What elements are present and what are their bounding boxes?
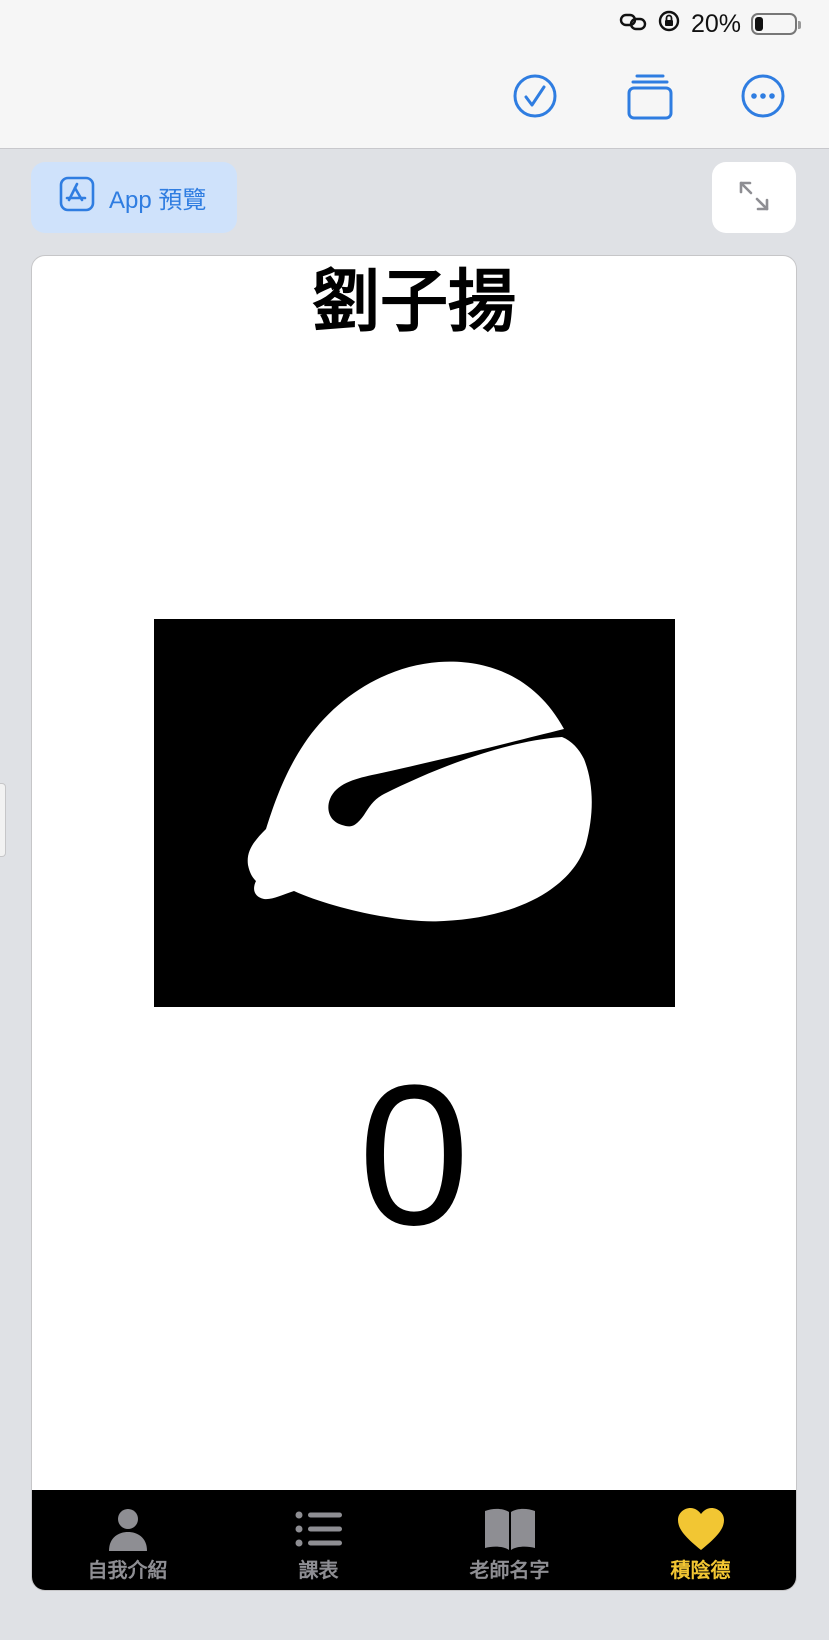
tab-schedule[interactable]: 課表	[223, 1490, 414, 1590]
tab-self-intro[interactable]: 自我介紹	[32, 1490, 223, 1590]
person-icon	[107, 1506, 149, 1552]
rotation-lock-icon	[657, 9, 681, 40]
checkmark-circle-icon	[513, 74, 557, 122]
app-store-icon	[59, 176, 95, 219]
tab-teacher-names[interactable]: 老師名字	[414, 1490, 605, 1590]
side-panel-handle[interactable]	[0, 783, 6, 857]
done-button[interactable]	[513, 74, 557, 122]
status-bar: 20%	[0, 0, 829, 48]
tab-merit[interactable]: 積陰德	[605, 1490, 796, 1590]
battery-icon	[751, 13, 801, 35]
stacked-pages-icon	[627, 72, 673, 124]
top-toolbar	[0, 0, 829, 149]
book-icon	[483, 1506, 537, 1552]
tab-label: 老師名字	[469, 1558, 550, 1582]
page-title: 劉子揚	[311, 263, 516, 342]
pages-button[interactable]	[627, 74, 673, 120]
expand-arrows-icon	[738, 180, 770, 216]
more-button[interactable]	[741, 74, 785, 122]
ellipsis-circle-icon	[741, 74, 785, 122]
tab-label: 課表	[298, 1558, 339, 1582]
tab-bar: 自我介紹 課表 老師名字 積陰德	[32, 1490, 796, 1590]
blob-image[interactable]	[154, 619, 675, 1007]
tab-label: 積陰德	[670, 1558, 731, 1582]
tab-label: 自我介紹	[87, 1558, 168, 1582]
battery-percent: 20%	[690, 9, 741, 38]
list-icon	[295, 1506, 343, 1552]
app-preview-button[interactable]: App 預覽	[31, 162, 237, 233]
expand-button[interactable]	[712, 162, 796, 233]
app-preview-screen: 劉子揚 0 自我介紹 課表 老師名字	[31, 255, 797, 1591]
link-icon	[619, 10, 647, 39]
heart-icon	[677, 1506, 725, 1552]
merit-counter: 0	[358, 1044, 470, 1267]
app-preview-label: App 預覽	[109, 187, 207, 214]
